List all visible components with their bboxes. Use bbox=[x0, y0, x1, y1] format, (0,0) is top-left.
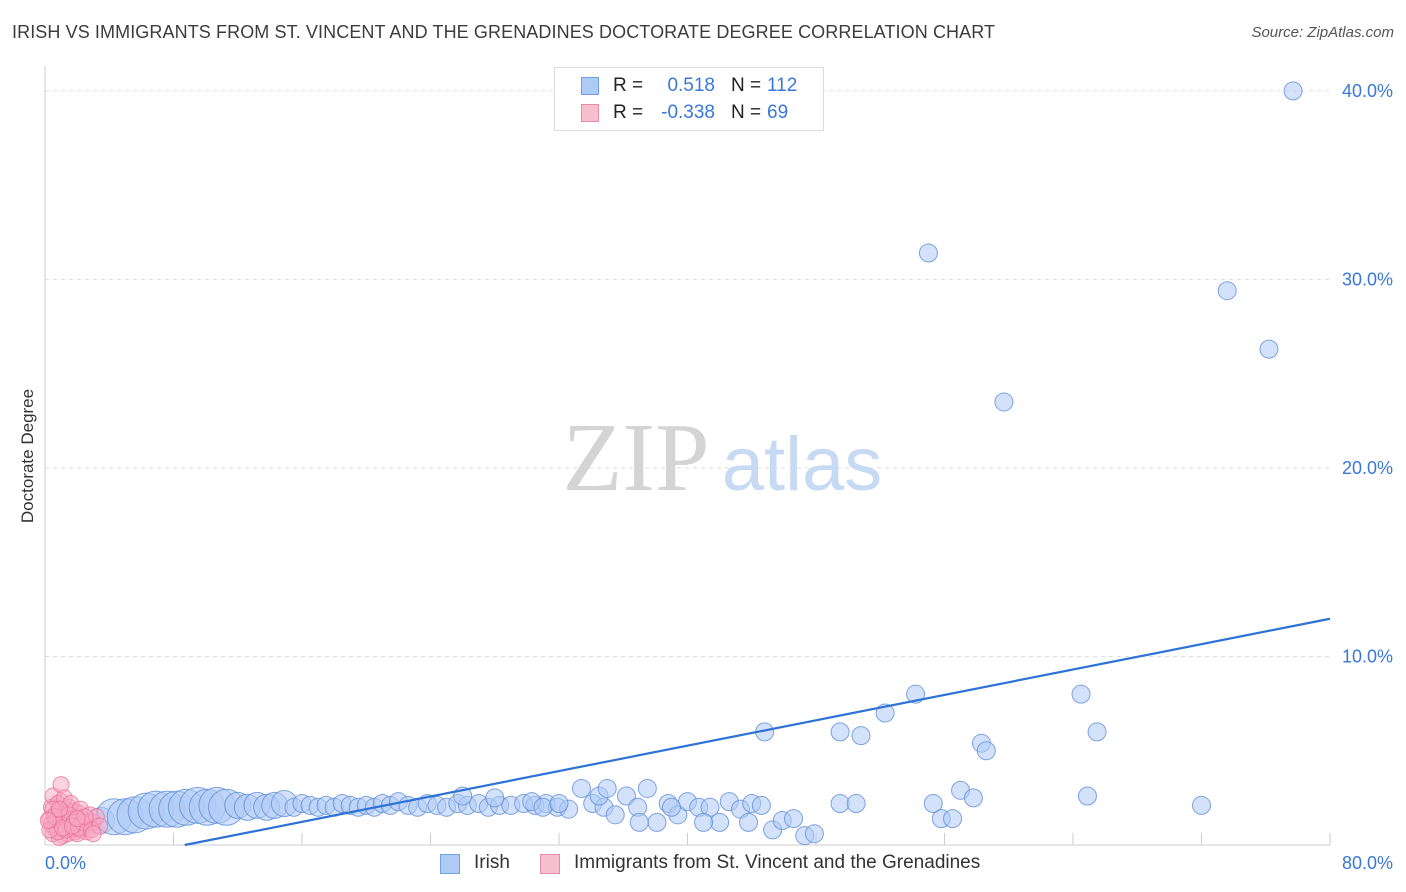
irish-point bbox=[605, 805, 625, 825]
irish-point bbox=[1077, 786, 1097, 806]
irish-point bbox=[597, 778, 617, 798]
watermark: ZIP atlas bbox=[563, 404, 883, 512]
source-label: Source: ZipAtlas.com bbox=[1251, 24, 1394, 41]
irish-point bbox=[751, 795, 771, 815]
irish-point bbox=[1217, 281, 1237, 301]
irish-point bbox=[485, 788, 505, 808]
x-tick-label-min: 0.0% bbox=[45, 853, 86, 873]
legend-row-st-vincent: R = -0.338 N = 69 bbox=[555, 99, 823, 127]
correlation-legend: R = 0.518 N = 112 R = -0.338 N = 69 bbox=[554, 67, 824, 131]
y-tick-label: 40.0% bbox=[1342, 81, 1393, 101]
irish-point bbox=[616, 786, 636, 806]
axes bbox=[44, 66, 1331, 846]
irish-point bbox=[963, 788, 983, 808]
r-value-st-vincent: -0.338 bbox=[661, 102, 715, 123]
irish-point bbox=[918, 243, 938, 263]
y-tick-label: 20.0% bbox=[1342, 458, 1393, 478]
irish-point bbox=[1259, 339, 1279, 359]
legend-swatch-st-vincent bbox=[540, 854, 560, 874]
irish-point bbox=[647, 812, 667, 832]
legend-label-irish: Irish bbox=[474, 852, 510, 873]
irish-point bbox=[923, 794, 943, 814]
chart-title: IRISH VS IMMIGRANTS FROM ST. VINCENT AND… bbox=[12, 22, 996, 42]
irish-point bbox=[830, 794, 850, 814]
irish-trend-line bbox=[184, 617, 1331, 847]
irish-point bbox=[710, 812, 730, 832]
irish-point bbox=[571, 778, 591, 798]
y-tick-label: 30.0% bbox=[1342, 269, 1393, 289]
irish-point bbox=[549, 794, 569, 814]
legend-swatch-st-vincent bbox=[581, 104, 599, 122]
trend-lines bbox=[184, 617, 1331, 847]
x-tick-label-max: 80.0% bbox=[1342, 853, 1393, 873]
irish-point bbox=[1192, 795, 1211, 815]
legend-swatch-irish bbox=[581, 77, 599, 95]
irish-point bbox=[994, 392, 1014, 412]
n-label: N = bbox=[731, 102, 762, 123]
n-value-st-vincent: 69 bbox=[767, 102, 789, 123]
r-value-irish: 0.518 bbox=[667, 75, 715, 96]
irish-point bbox=[661, 797, 681, 817]
irish-point bbox=[1071, 684, 1091, 704]
irish-point bbox=[830, 722, 850, 742]
st-vincent-points bbox=[39, 776, 109, 846]
irish-point bbox=[1283, 81, 1303, 101]
r-label: R = bbox=[613, 102, 644, 123]
irish-point bbox=[739, 812, 759, 832]
grid-lines bbox=[45, 90, 1330, 657]
n-label: N = bbox=[731, 75, 762, 96]
irish-point bbox=[804, 824, 824, 844]
watermark-zip: ZIP bbox=[563, 404, 710, 512]
irish-point bbox=[976, 741, 996, 761]
irish-point bbox=[784, 809, 804, 829]
irish-point bbox=[637, 778, 657, 798]
r-label: R = bbox=[613, 75, 644, 96]
irish-point bbox=[629, 812, 649, 832]
series-legend: Irish Immigrants from St. Vincent and th… bbox=[0, 852, 1406, 878]
st-vincent-point bbox=[39, 811, 57, 829]
watermark-atlas: atlas bbox=[722, 422, 883, 507]
legend-row-irish: R = 0.518 N = 112 bbox=[555, 72, 823, 100]
y-tick-label: 10.0% bbox=[1342, 646, 1393, 666]
irish-point bbox=[846, 794, 866, 814]
irish-point bbox=[533, 797, 553, 817]
legend-label-st-vincent: Immigrants from St. Vincent and the Gren… bbox=[574, 852, 981, 873]
st-vincent-point bbox=[84, 825, 102, 843]
st-vincent-point bbox=[50, 800, 68, 818]
y-axis-title: Doctorate Degree bbox=[18, 389, 37, 523]
irish-point bbox=[1087, 722, 1107, 742]
legend-swatch-irish bbox=[440, 854, 460, 874]
irish-point bbox=[943, 809, 963, 829]
n-value-irish: 112 bbox=[767, 75, 798, 96]
tick-labels: 10.0% 20.0% 30.0% 40.0% 0.0% 80.0% bbox=[45, 81, 1393, 873]
irish-point bbox=[851, 726, 871, 746]
irish-point bbox=[694, 812, 714, 832]
st-vincent-point bbox=[68, 810, 86, 828]
